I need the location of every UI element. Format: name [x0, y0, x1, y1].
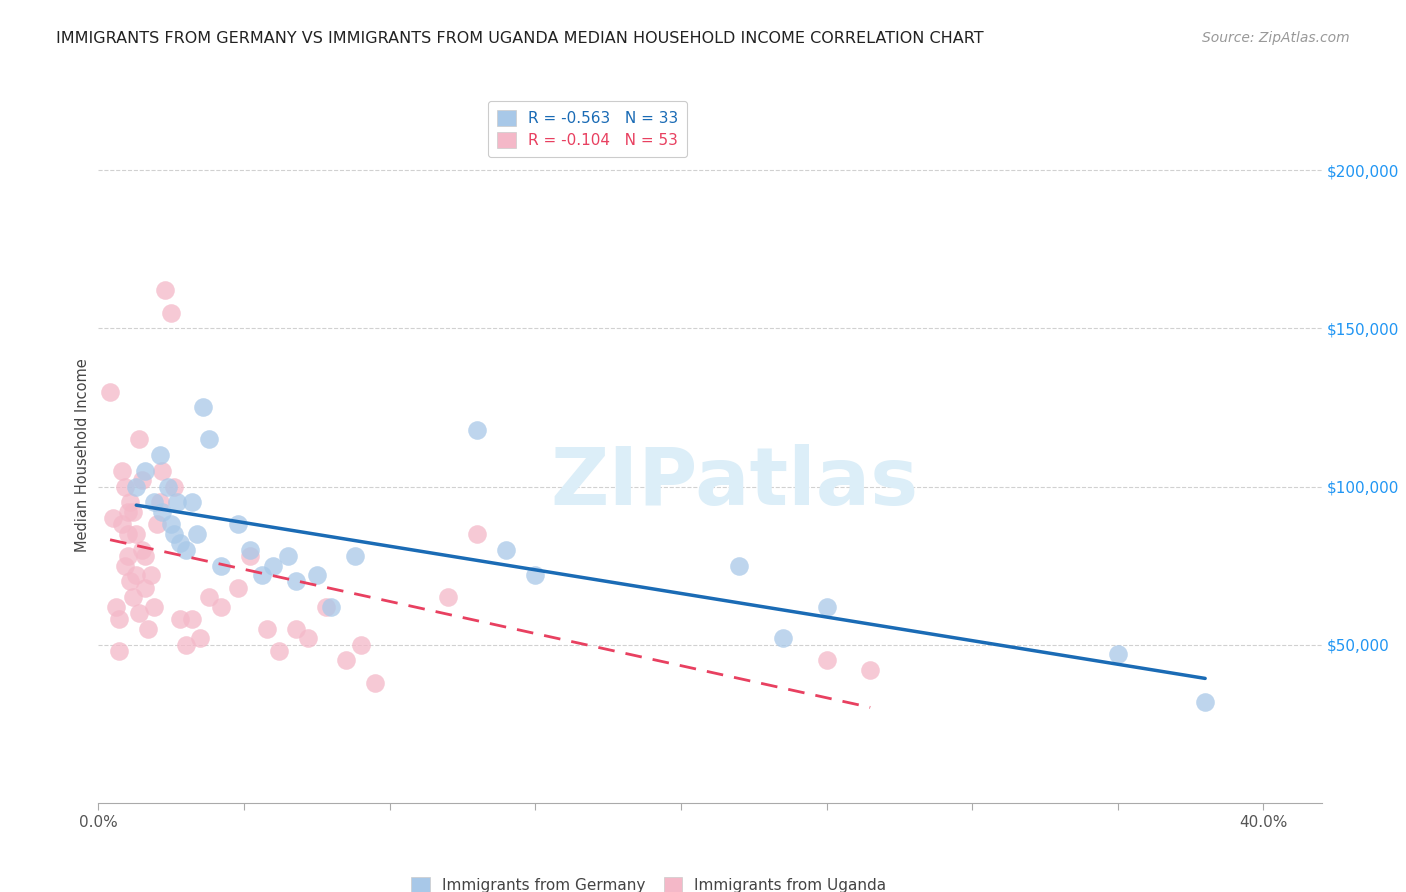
Point — [125, 527, 148, 541]
Point — [111, 517, 134, 532]
Point — [349, 638, 371, 652]
Point — [174, 542, 197, 557]
Point — [163, 527, 186, 541]
Point — [262, 558, 284, 573]
Point — [343, 549, 366, 563]
Point — [160, 305, 183, 319]
Point — [166, 495, 188, 509]
Point — [157, 479, 180, 493]
Point — [321, 599, 343, 614]
Point — [125, 568, 148, 582]
Point — [169, 536, 191, 550]
Point — [136, 622, 159, 636]
Point — [239, 542, 262, 557]
Point — [297, 632, 319, 646]
Point — [209, 558, 232, 573]
Point — [524, 568, 547, 582]
Point — [772, 632, 794, 646]
Point — [134, 581, 156, 595]
Point — [122, 591, 145, 605]
Legend: Immigrants from Germany, Immigrants from Uganda: Immigrants from Germany, Immigrants from… — [404, 870, 894, 892]
Point — [437, 591, 460, 605]
Point — [198, 432, 221, 446]
Point — [101, 511, 124, 525]
Point — [149, 448, 172, 462]
Point — [250, 568, 273, 582]
Point — [364, 675, 387, 690]
Point — [142, 495, 165, 509]
Point — [335, 653, 357, 667]
Point — [108, 644, 131, 658]
Point — [142, 599, 165, 614]
Point — [134, 464, 156, 478]
Point — [117, 549, 139, 563]
Point — [131, 542, 153, 557]
Point — [128, 606, 150, 620]
Point — [285, 622, 308, 636]
Point — [193, 401, 215, 415]
Y-axis label: Median Household Income: Median Household Income — [75, 358, 90, 552]
Point — [120, 574, 142, 589]
Point — [117, 527, 139, 541]
Point — [180, 495, 202, 509]
Point — [125, 479, 148, 493]
Point — [111, 464, 134, 478]
Point — [465, 423, 488, 437]
Point — [315, 599, 337, 614]
Point — [267, 644, 290, 658]
Point — [815, 599, 838, 614]
Point — [495, 542, 517, 557]
Point — [1194, 695, 1216, 709]
Point — [209, 599, 232, 614]
Point — [256, 622, 278, 636]
Point — [114, 479, 136, 493]
Point — [163, 479, 186, 493]
Point — [226, 517, 249, 532]
Point — [160, 517, 183, 532]
Point — [145, 517, 167, 532]
Point — [134, 549, 156, 563]
Point — [174, 638, 197, 652]
Point — [859, 663, 882, 677]
Point — [188, 632, 212, 646]
Point — [128, 432, 150, 446]
Point — [122, 505, 145, 519]
Point — [149, 495, 172, 509]
Point — [198, 591, 221, 605]
Text: ZIPatlas: ZIPatlas — [550, 443, 918, 522]
Point — [155, 284, 177, 298]
Point — [169, 612, 191, 626]
Point — [98, 384, 121, 399]
Point — [131, 473, 153, 487]
Point — [117, 505, 139, 519]
Point — [152, 464, 174, 478]
Point — [104, 599, 127, 614]
Point — [728, 558, 751, 573]
Point — [465, 527, 488, 541]
Point — [1107, 647, 1129, 661]
Point — [120, 495, 142, 509]
Point — [285, 574, 308, 589]
Text: Source: ZipAtlas.com: Source: ZipAtlas.com — [1202, 31, 1350, 45]
Point — [815, 653, 838, 667]
Point — [114, 558, 136, 573]
Point — [305, 568, 328, 582]
Text: IMMIGRANTS FROM GERMANY VS IMMIGRANTS FROM UGANDA MEDIAN HOUSEHOLD INCOME CORREL: IMMIGRANTS FROM GERMANY VS IMMIGRANTS FR… — [56, 31, 984, 46]
Point — [277, 549, 299, 563]
Point — [180, 612, 202, 626]
Point — [152, 505, 174, 519]
Point — [239, 549, 262, 563]
Point — [108, 612, 131, 626]
Point — [186, 527, 208, 541]
Point — [226, 581, 249, 595]
Point — [139, 568, 162, 582]
